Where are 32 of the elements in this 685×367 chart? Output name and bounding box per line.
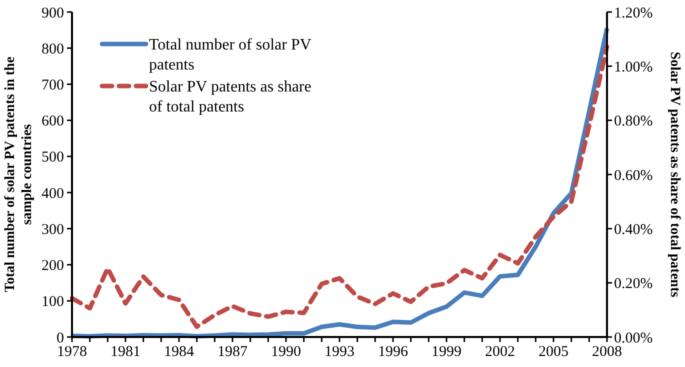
y2-tick-label: 0.20% [614,276,653,292]
y-tick-label: 500 [42,150,64,166]
x-tick-label: 1978 [57,344,87,360]
y2-tick-label: 1.20% [614,5,653,22]
y2-tick-label: 0.60% [614,168,653,184]
x-tick-label: 1996 [378,344,408,360]
x-tick-label: 2002 [485,344,515,360]
y2-tick-label: 0.00% [614,330,653,346]
x-tick-label: 1993 [324,344,354,360]
x-tick-label: 1981 [110,344,140,360]
y-tick-label: 700 [42,77,64,94]
x-tick-label: 2008 [592,344,622,360]
x-tick-label: 1984 [164,344,194,360]
x-tick-label: 1999 [432,344,462,360]
x-tick-label: 2005 [538,344,568,360]
y2-axis-title: Solar PV patents as share of total patents [667,52,682,298]
x-tick-label: 1987 [218,344,248,360]
y-axis-title: Total number of solar PV patents in the sample countries [3,56,35,292]
y-tick-label: 800 [42,41,64,58]
y-tick-label: 0 [56,330,64,346]
y-tick-label: 300 [42,222,64,238]
y-tick-label: 600 [42,114,64,130]
legend-label: Solar PV patents as share of total patents [149,78,312,116]
y-tick-label: 900 [42,5,64,22]
y-tick-label: 100 [42,294,64,310]
y-tick-label: 400 [42,186,64,202]
y2-tick-label: 1.00% [614,59,653,76]
legend-label: Total number of solar PV patents [149,36,312,74]
y2-tick-label: 0.40% [614,222,653,238]
y-tick-label: 200 [42,258,64,274]
x-tick-label: 1990 [271,344,301,360]
y2-tick-label: 0.80% [614,114,653,130]
